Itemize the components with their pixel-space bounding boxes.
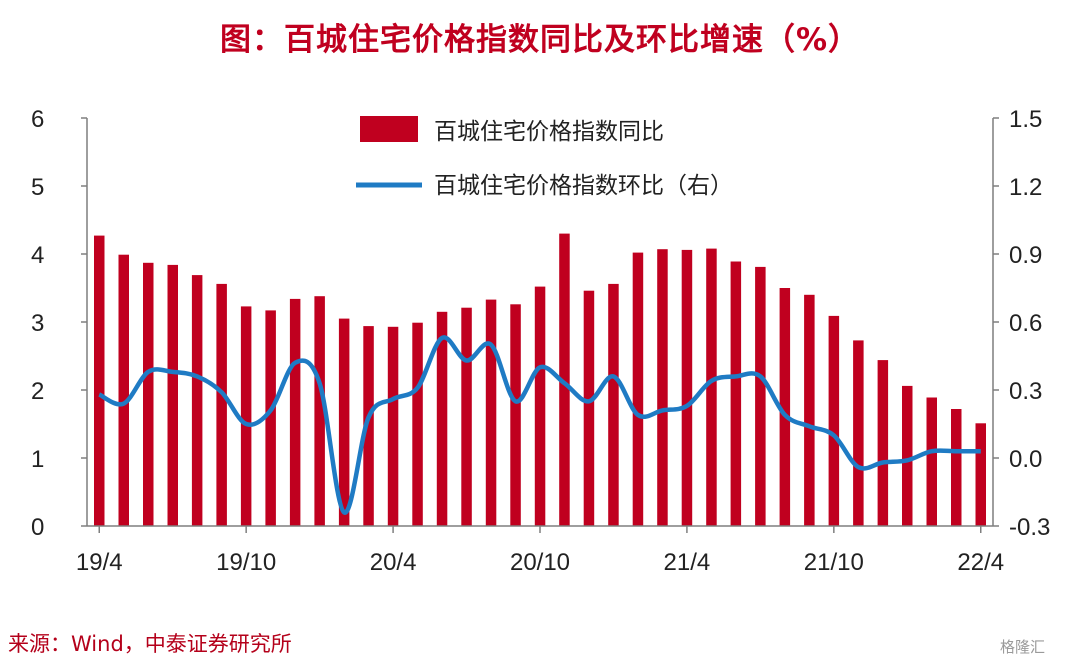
legend-label-line: 百城住宅价格指数环比（右） xyxy=(434,173,733,199)
bar-21-3 xyxy=(657,249,668,526)
bar-21-9 xyxy=(804,294,815,526)
bar-21-1 xyxy=(608,283,619,526)
legend-label-bar: 百城住宅价格指数同比 xyxy=(434,119,664,145)
line-series xyxy=(98,335,981,515)
bar-21-8 xyxy=(779,288,791,526)
bar-21-10 xyxy=(828,315,840,526)
bar-21-7 xyxy=(755,266,766,526)
x-tick-label: 22/4 xyxy=(957,549,1004,576)
bar-20-9 xyxy=(510,304,521,526)
x-tick-label: 21/10 xyxy=(804,549,864,576)
bar-19-5 xyxy=(118,254,129,526)
bar-21-12 xyxy=(877,360,889,526)
left-tick-label: 6 xyxy=(31,106,44,133)
bar-19-6 xyxy=(143,262,154,526)
bar-20-5 xyxy=(412,322,423,526)
left-tick-label: 1 xyxy=(31,446,44,473)
bar-21-11 xyxy=(853,340,864,526)
x-tick-label: 20/4 xyxy=(370,549,417,576)
bar-19-12 xyxy=(289,298,301,526)
right-tick-label: 0.6 xyxy=(1009,310,1042,337)
bar-19-9 xyxy=(216,283,227,526)
bar-22-3 xyxy=(951,409,962,526)
bar-21-6 xyxy=(730,261,742,526)
bar-20-1 xyxy=(314,296,325,526)
source-note: 来源：Wind，中泰证券研究所 xyxy=(8,632,292,656)
left-tick-label: 4 xyxy=(31,242,44,269)
bar-21-4 xyxy=(681,249,693,526)
chart-title: 图：百城住宅价格指数同比及环比增速（%） xyxy=(219,22,861,58)
bar-21-5 xyxy=(706,248,717,526)
right-tick-label: 0.3 xyxy=(1009,378,1042,405)
x-tick-label: 20/10 xyxy=(510,549,570,576)
legend: 百城住宅价格指数同比 百城住宅价格指数环比（右） xyxy=(356,116,733,199)
left-tick-label: 5 xyxy=(31,174,44,201)
legend-swatch-bar xyxy=(360,116,418,142)
bar-20-8 xyxy=(485,299,497,526)
left-tick-label: 3 xyxy=(31,310,44,337)
bar-20-3 xyxy=(363,326,374,526)
watermark-logo: 格隆汇 xyxy=(1000,638,1046,656)
left-tick-label: 2 xyxy=(31,378,44,405)
bar-20-10 xyxy=(534,286,546,526)
x-tick-label: 19/10 xyxy=(216,549,276,576)
bar-20-11 xyxy=(559,233,570,526)
bar-22-2 xyxy=(926,397,937,526)
bar-19-8 xyxy=(191,275,203,526)
bar-19-10 xyxy=(240,306,252,526)
right-tick-label: 0.0 xyxy=(1009,446,1042,473)
axes: 0 1 2 3 4 5 6 -0.3 0.0 0.3 0.6 0.9 1.2 1.5 19/4 19/10 20… xyxy=(31,106,1050,576)
bar-19-7 xyxy=(167,264,178,526)
bar-19-11 xyxy=(265,310,276,526)
bar-22-4 xyxy=(975,423,986,526)
bar-20-6 xyxy=(436,311,448,526)
right-tick-label: -0.3 xyxy=(1009,514,1050,541)
left-tick-label: 0 xyxy=(31,514,44,541)
bar-series xyxy=(94,233,986,526)
bar-19-4 xyxy=(94,235,105,526)
right-tick-label: 1.2 xyxy=(1009,174,1042,201)
x-tick-label: 19/4 xyxy=(76,549,123,576)
series-line-mom xyxy=(98,335,981,515)
bar-21-2 xyxy=(632,252,644,526)
bar-20-4 xyxy=(387,326,399,526)
x-tick-label: 21/4 xyxy=(664,549,711,576)
right-tick-label: 0.9 xyxy=(1009,242,1042,269)
bar-20-12 xyxy=(583,290,595,526)
bar-20-2 xyxy=(338,318,350,526)
bar-22-1 xyxy=(902,385,913,526)
bar-20-7 xyxy=(461,307,472,526)
right-tick-label: 1.5 xyxy=(1009,106,1042,133)
